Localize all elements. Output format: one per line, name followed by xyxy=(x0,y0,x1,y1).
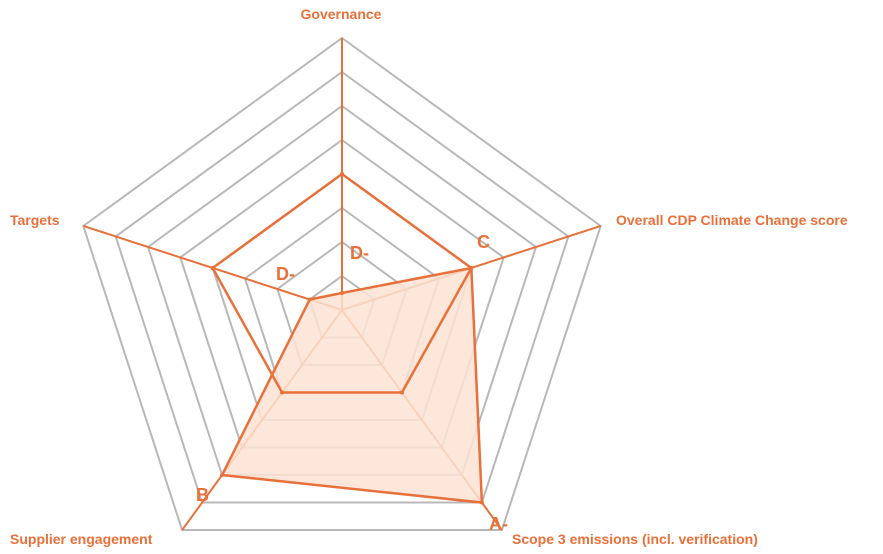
score-label-4: B xyxy=(196,485,209,505)
series-1-point-5 xyxy=(307,297,312,302)
axis-label-2: Overall CDP Climate Change score xyxy=(616,212,848,228)
series-1-point-1 xyxy=(340,291,344,295)
series-2-point-4 xyxy=(280,390,285,395)
score-label-5: D- xyxy=(276,264,295,284)
score-label-2: C xyxy=(477,232,490,252)
series-1-point-3 xyxy=(479,500,484,505)
axis-label-5: Targets xyxy=(10,212,60,228)
series-2-area xyxy=(211,172,473,394)
series-1-point-4 xyxy=(220,473,225,478)
series-2-point-5 xyxy=(210,265,215,270)
series-2-point-3 xyxy=(399,390,404,395)
axis-label-4: Supplier engagement xyxy=(10,531,153,547)
series-2-point-2 xyxy=(469,265,474,270)
axis-label-1: Governance xyxy=(301,6,382,22)
score-label-3: A- xyxy=(489,514,508,534)
score-label-1: D- xyxy=(350,243,369,263)
axis-label-3: Scope 3 emissions (incl. verification) xyxy=(512,531,758,547)
series-1-area xyxy=(220,266,484,504)
grid-ring-7 xyxy=(114,70,570,504)
grid-ring-8 xyxy=(82,36,602,532)
series-2-point-1 xyxy=(340,172,344,176)
